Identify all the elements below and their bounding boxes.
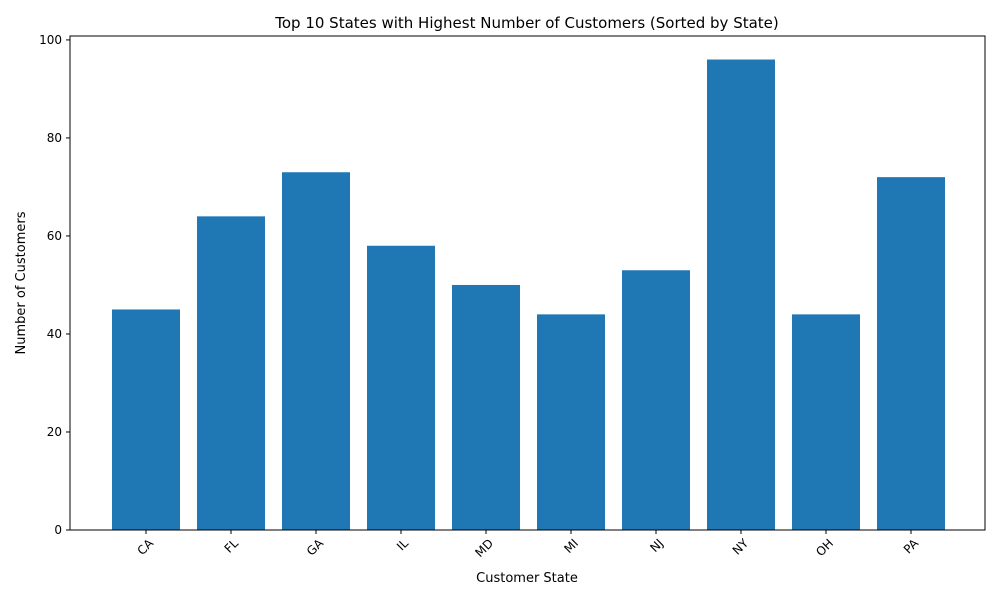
- plot-frame: [69, 35, 986, 531]
- x-tick-label: NJ: [647, 536, 666, 555]
- bar-il: [367, 245, 435, 530]
- x-tick-label: NY: [730, 536, 752, 558]
- y-tick-label: 20: [47, 425, 62, 439]
- bar-ny: [707, 59, 775, 531]
- x-axis-label: Customer State: [476, 571, 578, 586]
- chart-title: Top 10 States with Highest Number of Cus…: [274, 14, 779, 32]
- y-tick-label: 40: [47, 327, 62, 341]
- y-tick-label: 80: [47, 131, 62, 145]
- bar-ga: [282, 172, 350, 530]
- bar-pa: [877, 177, 945, 530]
- y-axis-ticks: 0 20 40 60 80 100: [39, 33, 70, 537]
- x-tick-label: MD: [472, 536, 496, 560]
- x-tick-label: PA: [901, 536, 922, 557]
- y-axis-label: Number of Customers: [14, 211, 29, 354]
- x-tick-label: FL: [222, 536, 242, 556]
- bar-nj: [622, 270, 690, 530]
- x-tick-label: MI: [561, 536, 581, 556]
- bars-group: [112, 59, 945, 531]
- bar-oh: [792, 314, 860, 530]
- y-tick-label: 0: [54, 523, 62, 537]
- x-axis-ticks: CA FL GA IL MD MI NJ NY OH PA: [134, 530, 922, 560]
- x-tick-label: CA: [134, 536, 156, 558]
- x-tick-label: OH: [813, 536, 836, 559]
- x-tick-label: IL: [394, 536, 411, 553]
- x-tick-label: GA: [304, 536, 327, 559]
- bar-mi: [537, 314, 605, 530]
- y-tick-label: 60: [47, 229, 62, 243]
- y-tick-label: 100: [39, 33, 62, 47]
- bar-ca: [112, 309, 180, 530]
- bar-fl: [197, 216, 265, 530]
- bar-md: [452, 284, 520, 530]
